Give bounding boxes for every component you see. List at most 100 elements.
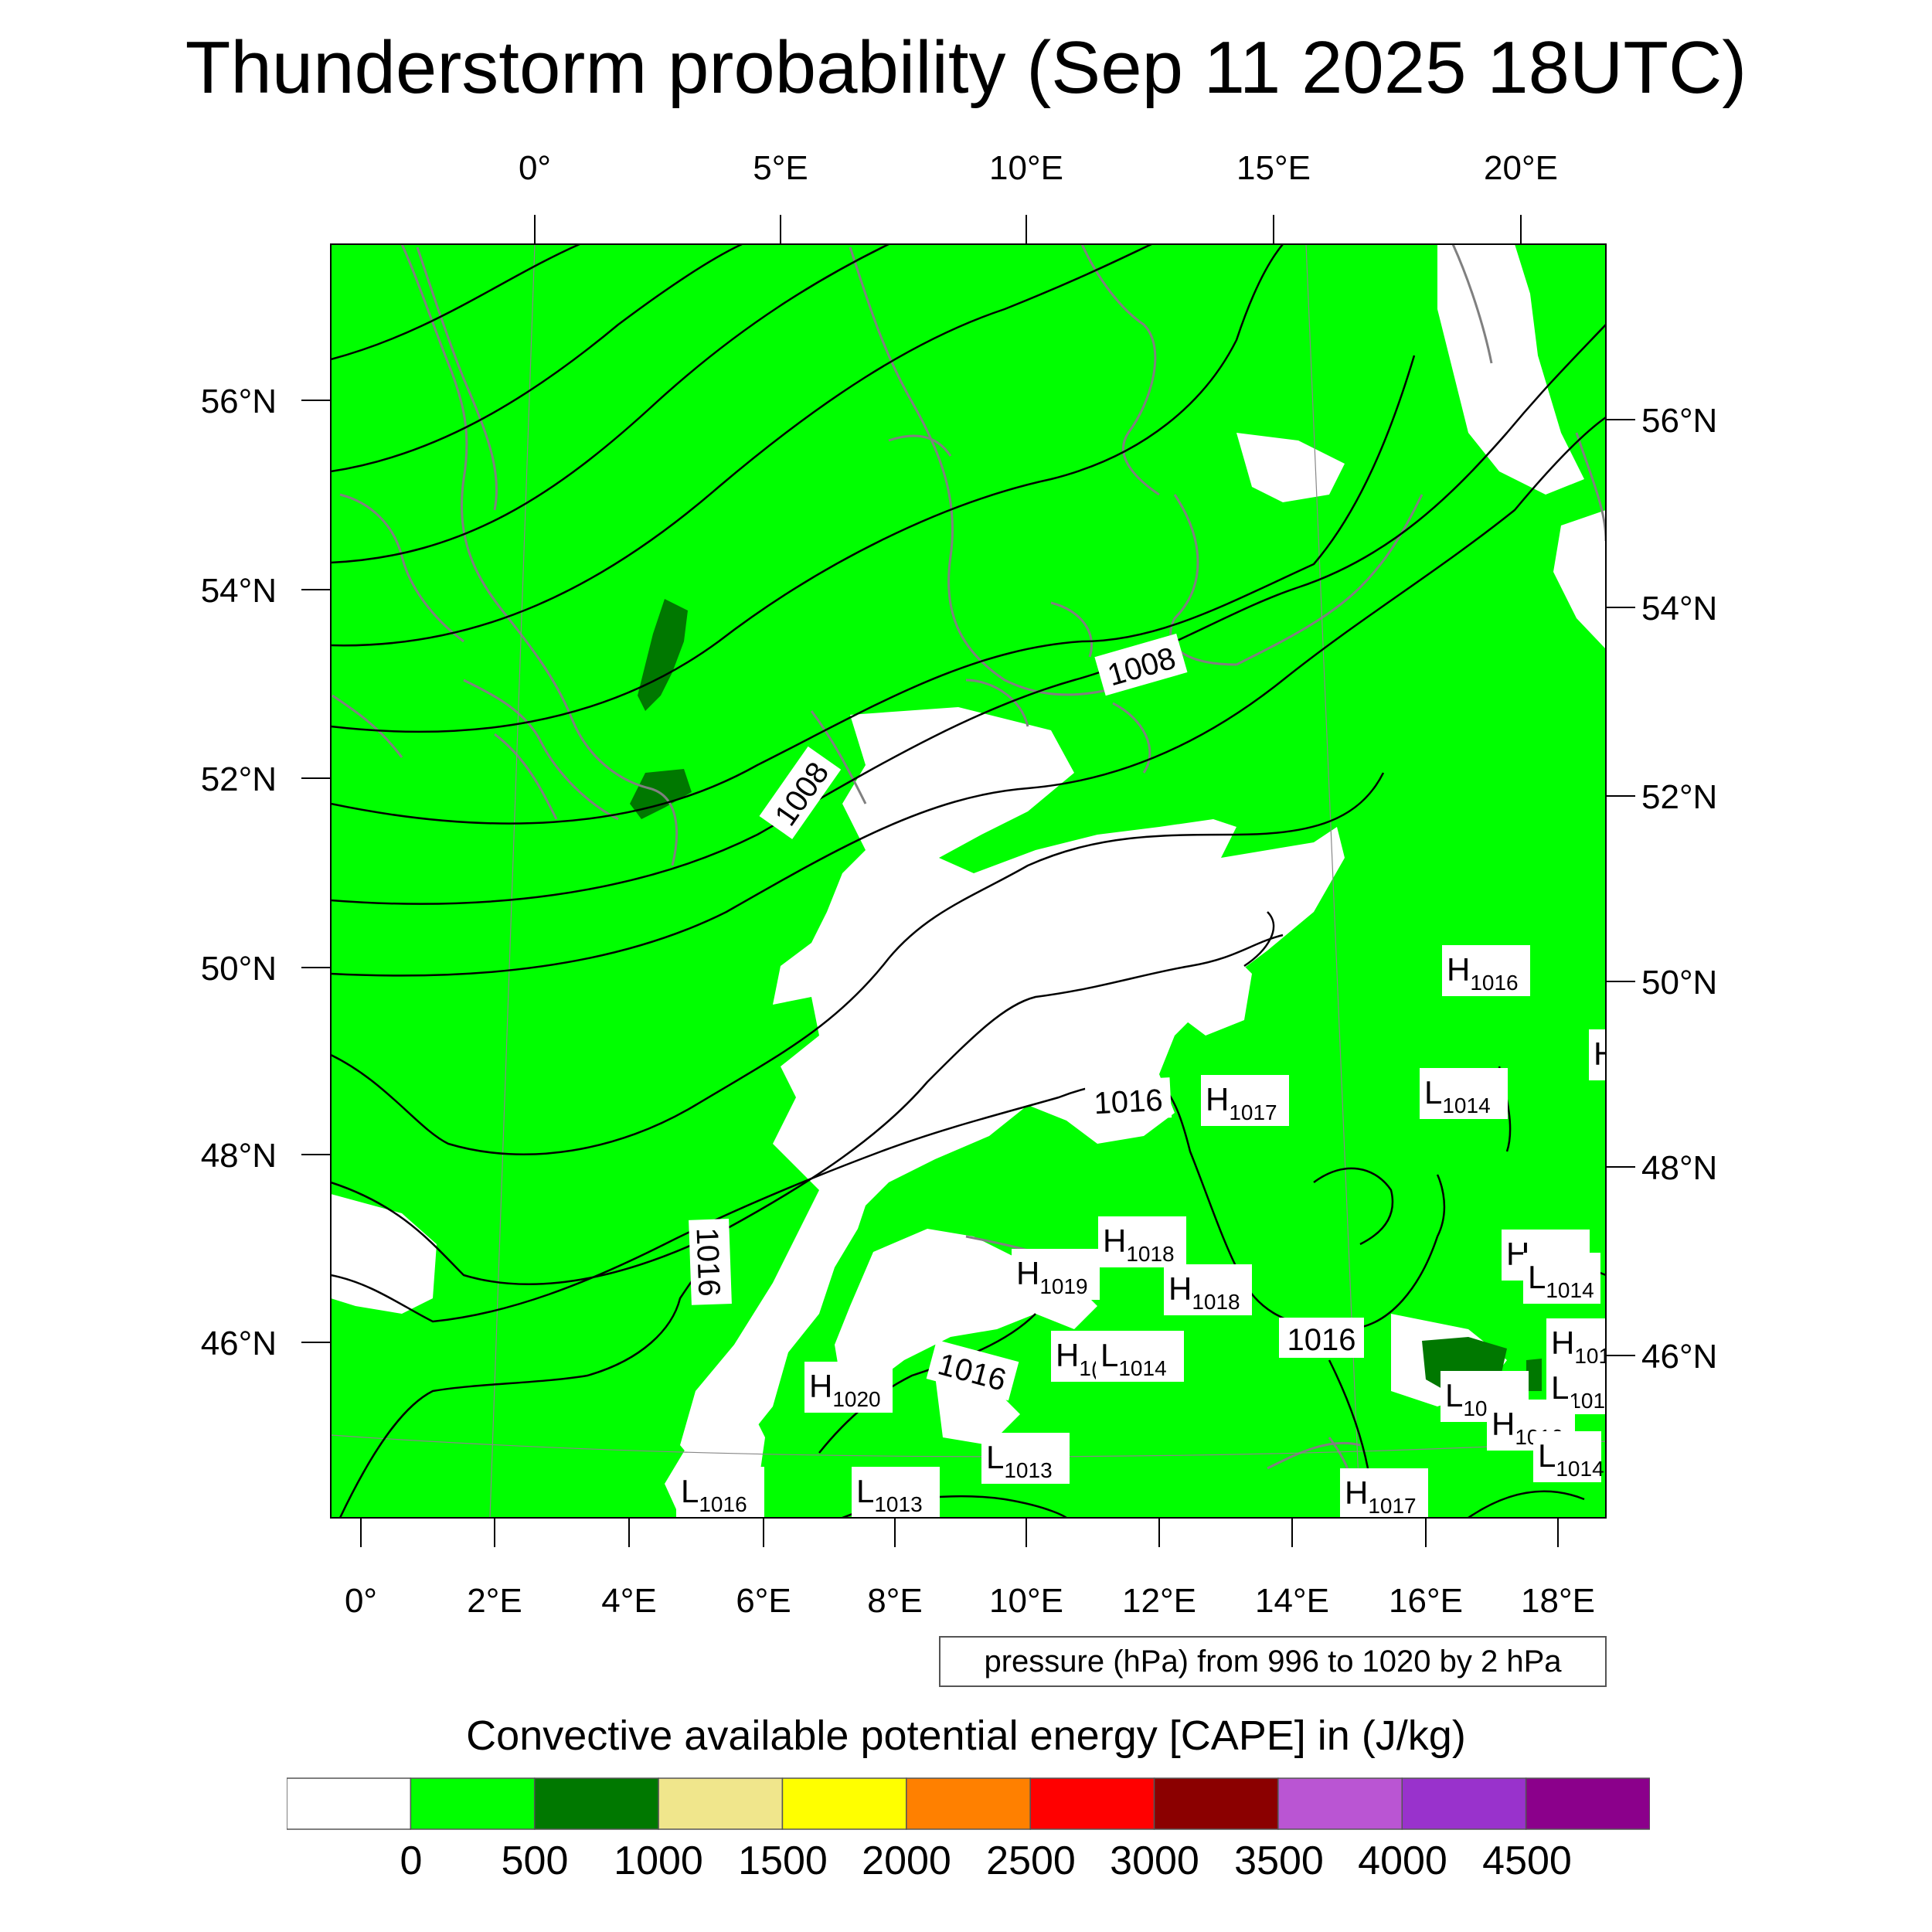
lat-label: 52°N [1641,778,1718,816]
colorbar-swatch [781,1777,907,1830]
svg-text:L1014: L1014 [1538,1437,1604,1481]
svg-text:H1020: H1020 [809,1368,881,1411]
colorbar-swatch [533,1777,659,1830]
pressure-center: H1019 [1012,1249,1100,1300]
lat-label: 56°N [200,383,277,420]
svg-text:H: H [1594,1036,1617,1072]
map-title: Thunderstorm probability (Sep 11 2025 18… [185,26,1747,109]
lon-label: 8°E [867,1582,923,1620]
colorbar-tick-label: 500 [501,1838,569,1883]
colorbar-swatch [1525,1777,1650,1830]
colorbar-tick-label: 4500 [1482,1838,1572,1883]
white-area-northeast [1437,244,1584,495]
colorbar-tick-label: 0 [400,1838,423,1883]
lat-label: 48°N [1641,1149,1718,1187]
pressure-center: L1014 [1523,1253,1600,1304]
lon-label: 4°E [601,1582,657,1620]
svg-text:H1018: H1018 [1103,1223,1175,1266]
pressure-center: H1018 [1164,1264,1252,1315]
svg-text:L1014: L1014 [1100,1337,1167,1380]
lat-label: 46°N [200,1325,277,1362]
lon-label: 20°E [1484,149,1558,187]
pressure-center: H1017 [1340,1468,1428,1518]
svg-text:L1016: L1016 [681,1473,747,1516]
pressure-center: L1014 [1420,1068,1508,1119]
pressure-center: L1013 [981,1433,1070,1484]
isobar-label: 1016 [689,1227,726,1297]
lat-label: 50°N [200,950,277,988]
svg-text:L1013: L1013 [856,1473,923,1516]
pressure-center-group: H1016 H L1014 H1017 H1018 H1019 H1018 H1… [676,945,1617,1518]
svg-text:H1016: H1016 [1447,951,1519,995]
svg-text:L1014: L1014 [1528,1259,1594,1302]
pressure-center: H1017 [1201,1075,1289,1126]
pressure-center: H1016 [1442,945,1530,996]
lon-label: 18°E [1521,1582,1595,1620]
colorbar-tick-label: 3500 [1234,1838,1324,1883]
svg-text:L101: L101 [1551,1369,1605,1413]
svg-text:H1017: H1017 [1206,1081,1277,1124]
svg-text:H1018: H1018 [1168,1270,1240,1314]
colorbar-swatch [906,1777,1031,1830]
lat-label: 54°N [1641,590,1718,628]
lon-label: 0° [518,149,552,187]
lon-label: 10°E [989,1582,1063,1620]
pressure-note: pressure (hPa) from 996 to 1020 by 2 hPa [939,1636,1607,1687]
isobar-label: 1016 [1287,1323,1356,1357]
graticule [331,244,1606,1518]
lat-label: 54°N [200,572,277,610]
colorbar-tick-label: 2500 [986,1838,1076,1883]
pressure-center: L1016 [676,1467,764,1518]
svg-text:H1(: H1( [1056,1337,1099,1380]
lat-label: 50°N [1641,964,1718,1002]
pressure-center: L1013 [852,1467,940,1518]
colorbar-tick-label: 4000 [1358,1838,1447,1883]
lat-label: 52°N [200,760,277,798]
lat-label: 48°N [200,1137,277,1175]
pressure-center: H1018 [1098,1216,1186,1267]
pressure-center: H1( [1051,1331,1099,1382]
lon-label: 14°E [1255,1582,1329,1620]
lon-label: 0° [344,1582,378,1620]
lon-label: 12°E [1122,1582,1196,1620]
white-area-north-coast [1236,433,1345,502]
coastlines [332,244,1606,1518]
lon-label: 10°E [989,149,1063,187]
colorbar-tick-label: 1000 [614,1838,703,1883]
pressure-center: H101 [1546,1318,1606,1369]
pressure-center: H1020 [804,1362,893,1413]
svg-text:L1014: L1014 [1424,1074,1491,1117]
lon-label: 5°E [753,149,808,187]
colorbar-tick-label: 3000 [1110,1838,1199,1883]
pressure-center: L1014 [1096,1331,1184,1382]
colorbar-swatch [410,1777,536,1830]
colorbar-swatch [287,1777,412,1830]
lon-label: 15°E [1236,149,1311,187]
colorbar-title: Convective available potential energy [C… [466,1713,1466,1759]
white-area-east-edge [1553,510,1606,649]
pressure-center: L1014 [1533,1431,1604,1482]
svg-text:H1019: H1019 [1016,1255,1088,1298]
svg-text:H1017: H1017 [1345,1475,1417,1518]
isobar-label: 1016 [1093,1083,1163,1121]
colorbar-tick-label: 2000 [862,1838,951,1883]
colorbar-swatch [658,1777,784,1830]
white-area-central [680,707,1345,1468]
colorbar-swatch [1153,1777,1279,1830]
colorbar-swatch [1401,1777,1527,1830]
colorbar-tick-label: 1500 [738,1838,828,1883]
colorbar [287,1777,1650,1830]
lon-label: 2°E [467,1582,522,1620]
colorbar-swatch [1029,1777,1155,1830]
tick-marks [301,215,1635,1547]
lon-label: 6°E [736,1582,791,1620]
svg-text:L1013: L1013 [986,1439,1053,1482]
lat-label: 56°N [1641,402,1718,440]
map-frame [330,243,1607,1519]
lon-label: 16°E [1389,1582,1463,1620]
colorbar-swatch [1277,1777,1403,1830]
pressure-center: H [1589,1029,1617,1080]
lat-label: 46°N [1641,1338,1718,1376]
isobar-label-group: 1008 1008 1016 1016 1016 1016 [689,633,1364,1401]
